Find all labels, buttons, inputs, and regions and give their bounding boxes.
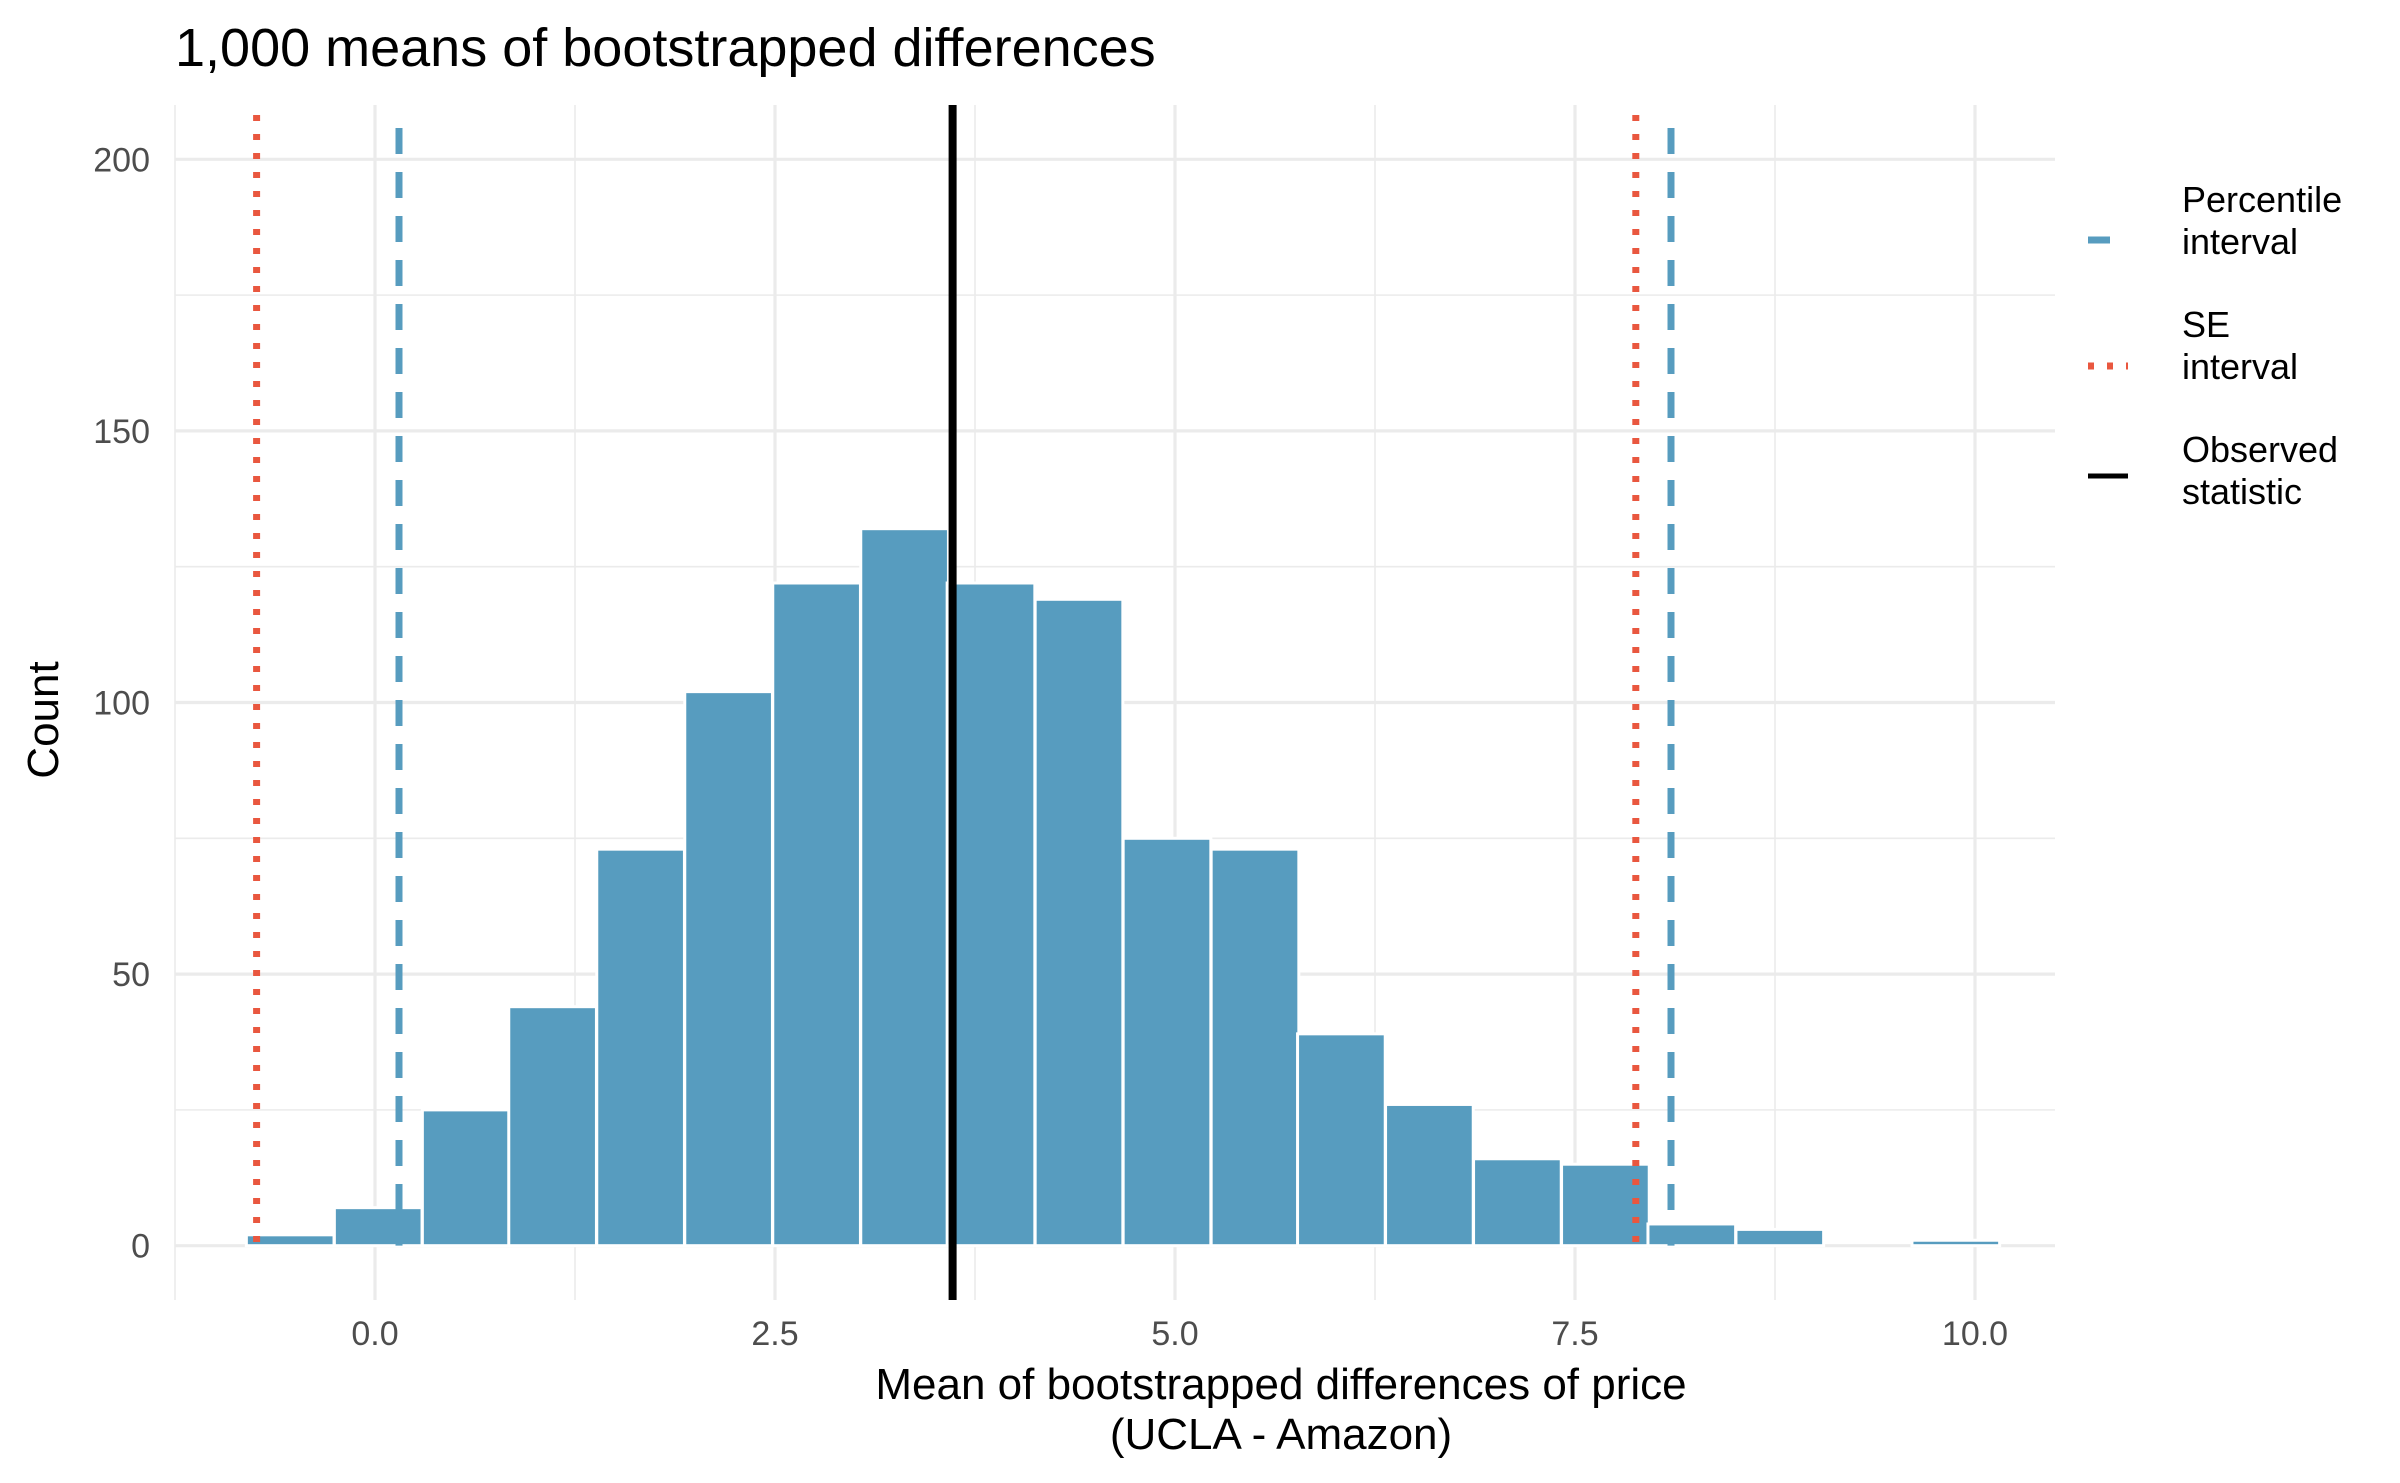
histogram-bar [1646,1222,1738,1248]
chart-title: 1,000 means of bootstrapped differences [175,18,1156,78]
x-tick-label: 5.0 [1151,1315,1198,1353]
histogram-bar [945,581,1037,1248]
histogram-bar [683,690,774,1248]
legend: Percentile interval SE interval Observed… [2062,160,2400,540]
x-tick-label: 2.5 [751,1315,798,1353]
bars [244,527,2002,1248]
legend-label-percentile-line2: interval [2182,221,2298,262]
legend-label-percentile-line1: Percentile [2182,179,2342,220]
x-axis-label-line2: (UCLA - Amazon) [1110,1410,1452,1459]
legend-label-observed-line1: Observed [2182,429,2338,470]
histogram-bar [1296,1032,1387,1248]
histogram-bar [1734,1227,1826,1248]
histogram-bar [1560,1162,1651,1248]
histogram-bar [771,581,862,1248]
y-tick-label: 100 [93,685,150,723]
histogram-bar [1384,1102,1475,1248]
histogram-bar [332,1206,424,1248]
reference-lines [253,105,1675,1300]
histogram-bar [1033,597,1125,1248]
x-axis-label-line1: Mean of bootstrapped differences of pric… [875,1360,1686,1409]
x-tick-label: 10.0 [1942,1315,2008,1353]
legend-label-se-line2: interval [2182,346,2298,387]
y-tick-label: 150 [93,413,150,451]
axes: 0.0 2.5 5.0 7.5 10.0 0 50 100 150 200 [93,141,2008,1353]
x-tick-label: 7.5 [1551,1315,1598,1353]
histogram-bar [859,527,950,1248]
x-tick-label: 0.0 [351,1315,398,1353]
legend-label-se-line1: SE [2182,304,2230,345]
histogram-bar [1472,1157,1563,1248]
histogram-bar [1121,836,1213,1248]
histogram-bar [595,847,686,1248]
histogram-bar [1910,1238,2002,1248]
y-tick-label: 0 [131,1228,150,1266]
histogram-bar [1209,847,1301,1248]
histogram-bar [420,1108,512,1248]
y-axis-label: Count [19,661,68,778]
y-tick-label: 200 [93,141,150,179]
legend-label-observed-line2: statistic [2182,471,2302,512]
histogram-bar [507,1005,598,1248]
y-tick-label: 50 [112,956,150,994]
